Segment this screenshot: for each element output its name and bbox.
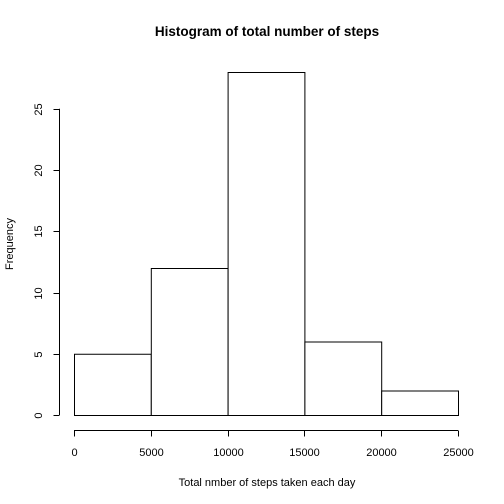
y-axis: 0 5 10 15 20 25 — [33, 103, 60, 419]
x-tick-label: 10000 — [213, 447, 244, 459]
x-tick-label: 0 — [71, 447, 77, 459]
y-tick-label: 25 — [33, 103, 45, 115]
y-tick-label: 0 — [33, 412, 45, 418]
x-axis-label: Total nmber of steps taken each day — [179, 477, 356, 489]
histogram-bar — [227, 72, 306, 416]
chart-title: Histogram of total number of steps — [155, 24, 379, 39]
histogram-bar — [304, 341, 383, 416]
x-tick-label: 25000 — [443, 447, 474, 459]
bars-group — [74, 72, 460, 416]
histogram-bar — [74, 353, 152, 416]
x-tick-label: 15000 — [289, 447, 320, 459]
x-tick-label: 5000 — [139, 447, 163, 459]
y-tick-label: 5 — [33, 351, 45, 357]
x-tick-label: 20000 — [366, 447, 397, 459]
histogram-bar — [381, 390, 460, 416]
y-axis-label: Frequency — [4, 218, 16, 270]
y-tick-label: 20 — [33, 164, 45, 176]
x-axis: 0 5000 10000 15000 20000 25000 — [71, 430, 474, 459]
y-tick-label: 10 — [33, 287, 45, 299]
y-tick-label: 15 — [33, 225, 45, 237]
histogram-bar — [150, 268, 229, 416]
